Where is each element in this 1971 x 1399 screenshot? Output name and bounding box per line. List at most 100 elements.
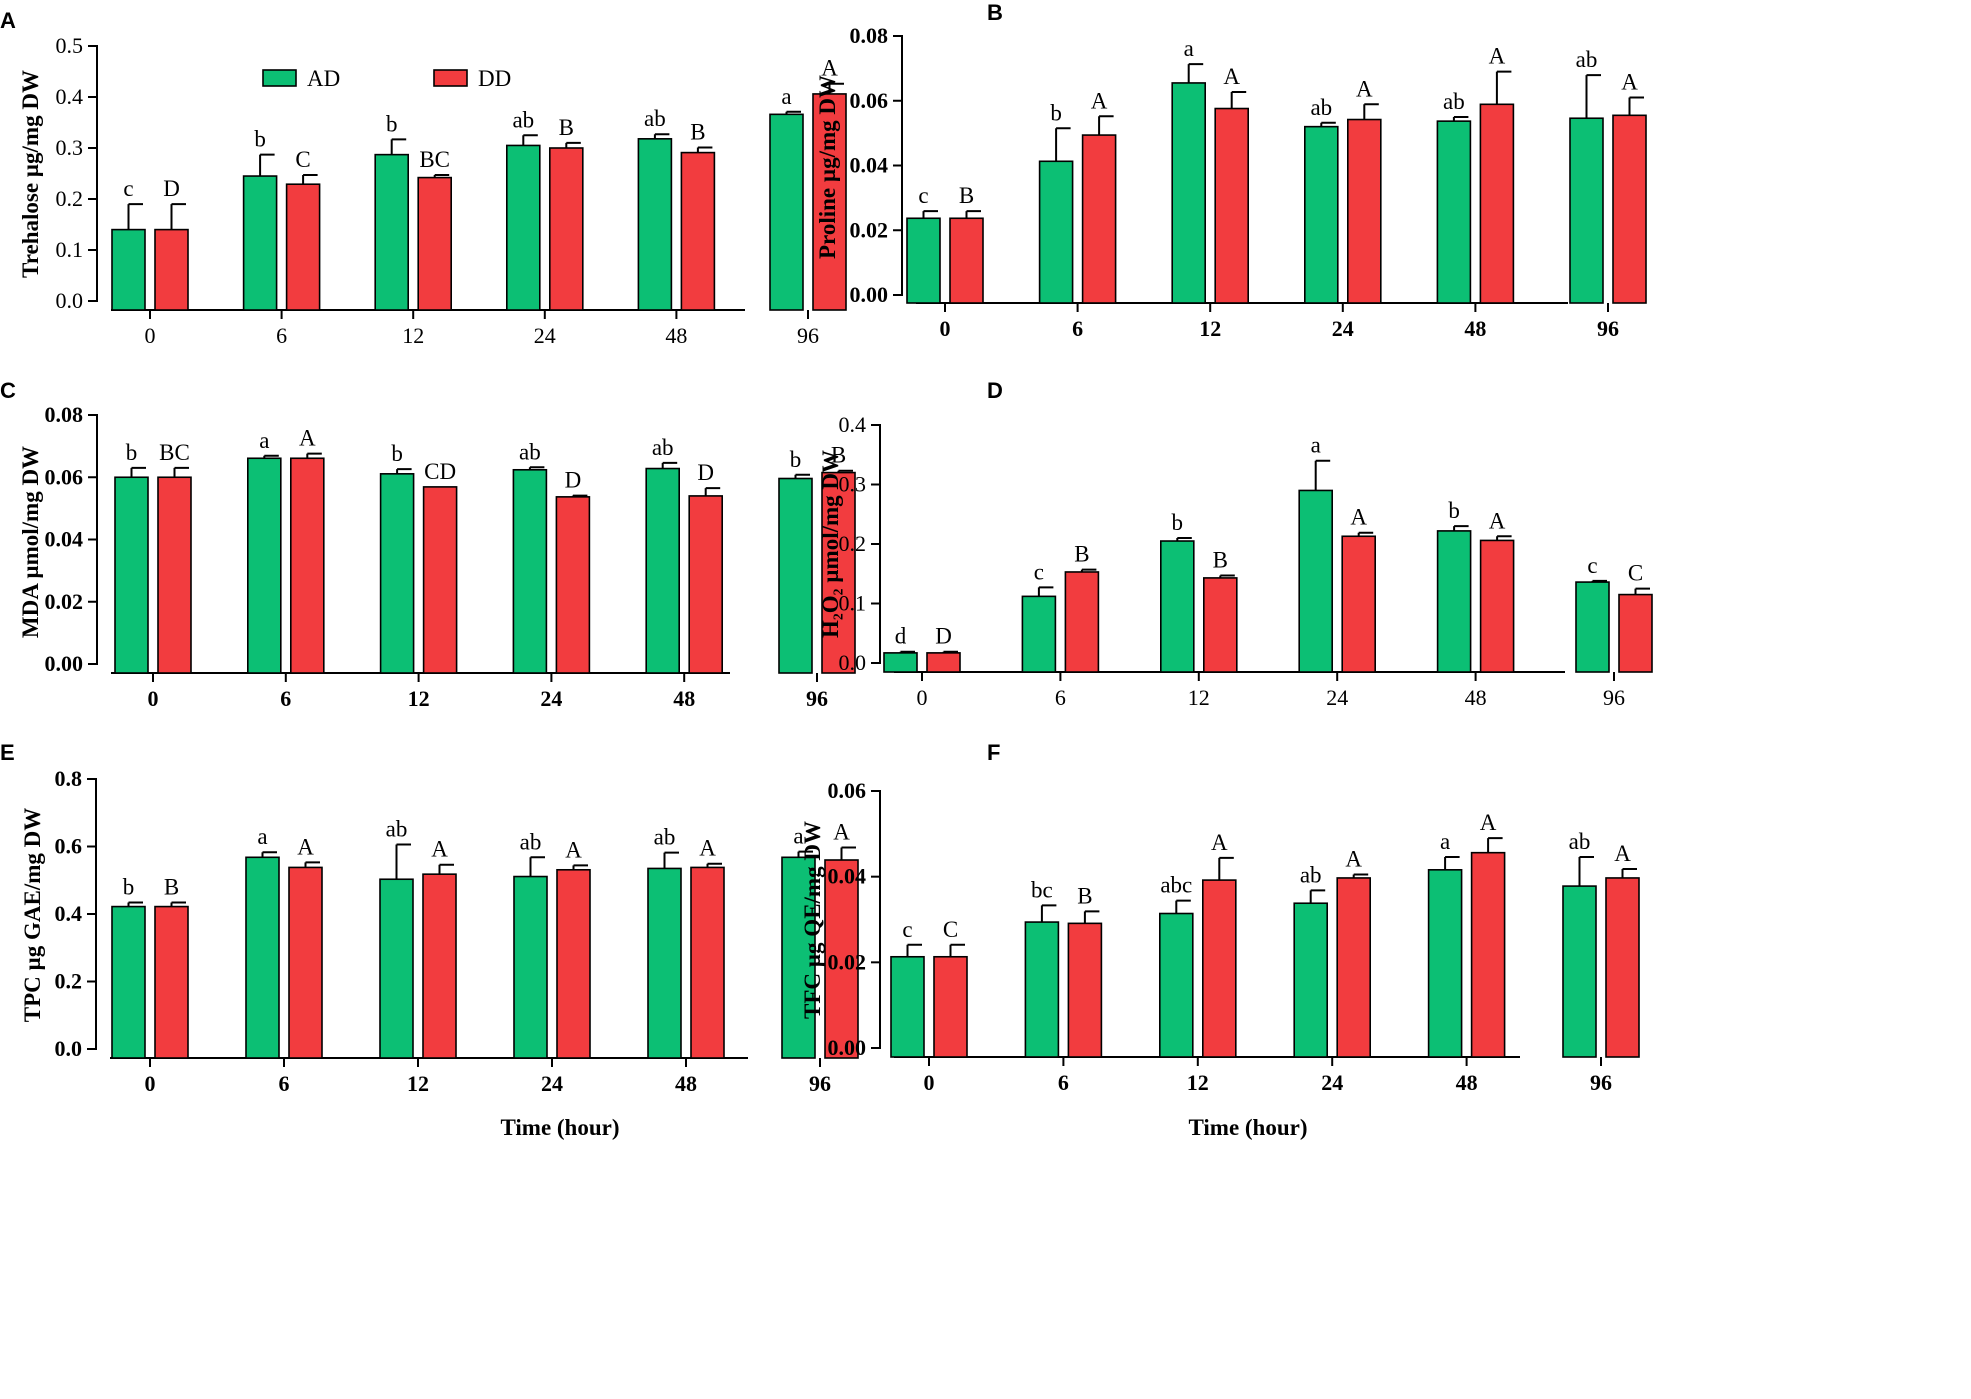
y-tick-label: 0.2 — [839, 531, 867, 556]
bar-dd — [933, 955, 968, 1058]
y-tick-label: 0.2 — [55, 969, 83, 994]
error-bar — [1352, 873, 1369, 878]
significance-label: ab — [1443, 89, 1465, 114]
bar-ad — [247, 457, 282, 674]
bar-dd — [1470, 851, 1506, 1058]
bar-dd — [1341, 535, 1376, 673]
bar-dd — [417, 176, 453, 311]
bar-dd — [422, 873, 457, 1059]
error-bar — [1628, 96, 1644, 116]
error-bar — [949, 943, 965, 957]
y-tick-label: 0.1 — [839, 591, 867, 616]
bar-dd — [1479, 539, 1515, 673]
bar-dd — [821, 471, 856, 674]
y-axis-title: TFC µg QE/mg DW — [800, 821, 825, 1019]
error-bar — [663, 851, 679, 869]
significance-label: B — [959, 183, 974, 208]
significance-label: c — [1587, 553, 1597, 578]
bar-ad — [1562, 885, 1597, 1058]
error-bar — [797, 850, 813, 858]
significance-label: b — [123, 875, 135, 900]
y-axis-title: Trehalose µg/mg DW — [18, 70, 43, 278]
error-bar — [906, 943, 922, 957]
bar-dd — [1605, 877, 1640, 1058]
bar-ad — [769, 113, 804, 311]
significance-label: ab — [652, 435, 674, 460]
error-bar — [965, 210, 981, 219]
x-tick-label: 12 — [402, 323, 424, 348]
error-bar — [837, 469, 853, 473]
significance-label: a — [1440, 829, 1450, 854]
error-bar — [1314, 459, 1331, 491]
significance-label: A — [833, 820, 850, 845]
bar-dd — [422, 486, 458, 674]
x-tick-label: 96 — [809, 1071, 831, 1096]
significance-label: A — [1489, 508, 1506, 533]
legend-label-ad: AD — [307, 66, 340, 91]
significance-label: b — [1172, 510, 1184, 535]
error-bar — [390, 138, 407, 155]
error-bar — [922, 210, 938, 219]
bar-dd — [285, 183, 321, 311]
bar-ad — [883, 652, 918, 673]
bar-dd — [926, 652, 961, 673]
bar-ad — [111, 905, 146, 1059]
x-tick-label: 96 — [1597, 316, 1619, 341]
error-bar — [170, 901, 186, 907]
bar-ad — [906, 217, 941, 304]
error-bar — [696, 146, 713, 153]
bar-ad — [512, 468, 548, 674]
error-bar — [572, 864, 588, 870]
error-bar — [1219, 574, 1235, 578]
bar-ad — [645, 467, 681, 674]
bar-dd — [1612, 114, 1647, 304]
significance-label: C — [295, 147, 310, 172]
significance-label: a — [1311, 433, 1321, 458]
error-bar — [794, 473, 810, 479]
bar-dd — [289, 457, 325, 674]
significance-label: A — [1350, 505, 1367, 530]
error-bar — [1444, 855, 1460, 870]
y-tick-label: 0.2 — [56, 186, 84, 211]
significance-label: a — [259, 428, 269, 453]
y-tick-label: 0.08 — [45, 402, 84, 427]
x-tick-label: 96 — [1603, 685, 1625, 710]
x-tick-label: 6 — [1058, 1070, 1069, 1095]
x-tick-label: 24 — [1326, 685, 1348, 710]
y-axis-title: TPC µg GAE/mg DW — [20, 808, 45, 1023]
bar-dd — [688, 495, 724, 674]
y-tick-label: 0.04 — [828, 864, 867, 889]
error-bar — [173, 466, 189, 478]
x-tick-label: 24 — [1321, 1070, 1343, 1095]
error-bar — [1452, 115, 1469, 122]
significance-label: ab — [512, 107, 534, 132]
significance-label: C — [1628, 561, 1643, 586]
error-bar — [1363, 103, 1379, 120]
significance-label: b — [391, 441, 403, 466]
y-tick-label: 0.0 — [56, 288, 84, 313]
error-bar — [653, 133, 670, 139]
significance-label: A — [1621, 70, 1638, 95]
significance-label: A — [1211, 830, 1228, 855]
bar-dd — [548, 147, 584, 311]
error-bar — [127, 901, 143, 907]
significance-label: ab — [1310, 95, 1332, 120]
significance-label: A — [821, 56, 838, 81]
x-tick-label: 0 — [917, 685, 928, 710]
bar-dd — [1203, 577, 1238, 673]
y-tick-label: 0.02 — [45, 589, 84, 614]
panel-letter: D — [987, 378, 1003, 403]
error-bar — [304, 861, 320, 868]
bar-dd — [1081, 134, 1117, 304]
y-tick-label: 0.06 — [45, 464, 84, 489]
significance-label: c — [1034, 559, 1044, 584]
bar-dd — [949, 217, 984, 304]
panel-letter: B — [987, 0, 1003, 25]
significance-label: B — [164, 875, 179, 900]
bar-dd — [812, 93, 847, 311]
significance-label: ab — [1300, 862, 1322, 887]
significance-label: ab — [1569, 829, 1591, 854]
error-bar — [1055, 127, 1071, 162]
bar-ad — [637, 138, 673, 311]
